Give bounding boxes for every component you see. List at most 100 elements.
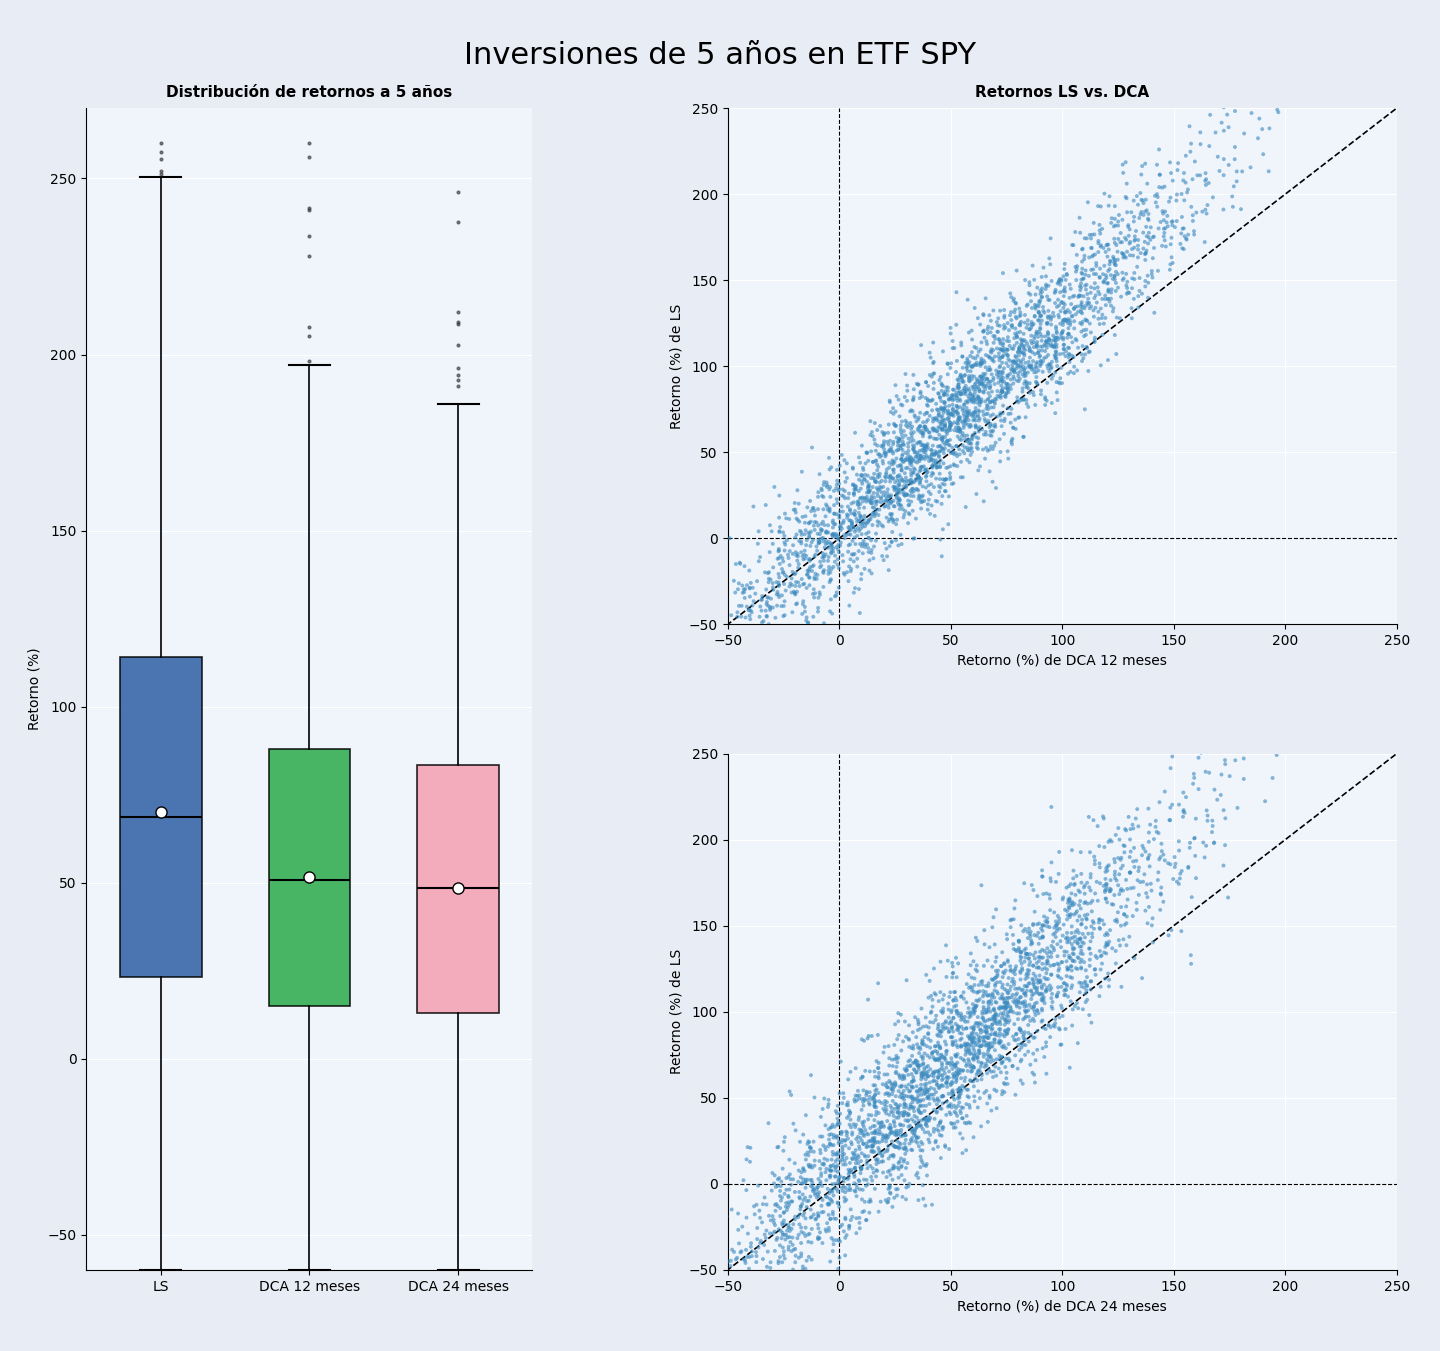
Point bbox=[870, 1190, 893, 1212]
Point bbox=[1051, 886, 1074, 908]
Point bbox=[904, 478, 927, 500]
Point bbox=[1021, 350, 1044, 372]
Point bbox=[1112, 154, 1135, 176]
Point bbox=[694, 549, 717, 570]
Point bbox=[1178, 115, 1201, 136]
Point bbox=[1132, 871, 1155, 893]
Point bbox=[996, 440, 1020, 462]
Point bbox=[890, 466, 913, 488]
Point bbox=[963, 336, 986, 358]
Point bbox=[1123, 205, 1146, 227]
Point bbox=[1097, 290, 1120, 312]
Point bbox=[912, 1065, 935, 1086]
Point bbox=[935, 966, 958, 988]
Point bbox=[753, 1263, 776, 1285]
Point bbox=[868, 1142, 891, 1163]
Point bbox=[975, 1001, 998, 1023]
Point bbox=[1119, 840, 1142, 862]
Point bbox=[1096, 288, 1119, 309]
Point bbox=[1012, 373, 1035, 394]
Point bbox=[953, 409, 976, 431]
Point bbox=[932, 426, 955, 447]
Point bbox=[933, 427, 956, 449]
Point bbox=[927, 444, 950, 466]
Point bbox=[775, 1179, 798, 1201]
Point bbox=[1113, 227, 1136, 249]
Point bbox=[1126, 255, 1149, 277]
Point bbox=[945, 396, 968, 417]
Point bbox=[972, 373, 995, 394]
Point bbox=[992, 307, 1015, 328]
Point bbox=[1058, 966, 1081, 988]
Point bbox=[877, 466, 900, 488]
Point bbox=[1009, 961, 1032, 982]
Point bbox=[1063, 873, 1086, 894]
Point bbox=[955, 381, 978, 403]
Point bbox=[909, 1090, 932, 1112]
Point bbox=[739, 1277, 762, 1298]
Point bbox=[891, 507, 914, 528]
Point bbox=[1080, 916, 1103, 938]
Point bbox=[910, 467, 933, 489]
Point bbox=[762, 573, 785, 594]
Point bbox=[966, 307, 989, 328]
Point bbox=[694, 631, 717, 653]
Point bbox=[890, 1084, 913, 1105]
Point bbox=[1156, 215, 1179, 236]
Point bbox=[900, 473, 923, 494]
Point bbox=[850, 1156, 873, 1178]
Point bbox=[694, 1277, 717, 1298]
Point bbox=[873, 439, 896, 461]
Point bbox=[1159, 797, 1182, 819]
Point bbox=[884, 1124, 907, 1146]
Point bbox=[959, 1054, 982, 1075]
Point bbox=[798, 566, 821, 588]
Point bbox=[775, 1200, 798, 1221]
Point bbox=[943, 1065, 966, 1086]
Point bbox=[942, 955, 965, 977]
Point bbox=[924, 1071, 948, 1093]
Point bbox=[694, 1277, 717, 1298]
Point bbox=[1004, 362, 1027, 384]
Point bbox=[992, 262, 1015, 284]
Point bbox=[896, 1152, 919, 1174]
Point bbox=[806, 1217, 829, 1239]
Point bbox=[855, 1152, 878, 1174]
Point bbox=[821, 1240, 844, 1262]
Point bbox=[972, 401, 995, 423]
Point bbox=[955, 1017, 978, 1039]
Point bbox=[1089, 223, 1112, 245]
Point bbox=[917, 1108, 940, 1129]
Point bbox=[1070, 350, 1093, 372]
Point bbox=[1103, 249, 1126, 270]
Point bbox=[1053, 985, 1076, 1006]
Point bbox=[792, 593, 815, 615]
Point bbox=[1094, 936, 1117, 958]
Point bbox=[1212, 199, 1236, 220]
Point bbox=[946, 1079, 969, 1101]
Point bbox=[907, 465, 930, 486]
Point bbox=[812, 550, 835, 571]
Point bbox=[778, 631, 801, 653]
Point bbox=[950, 1006, 973, 1028]
Point bbox=[959, 1043, 982, 1065]
Point bbox=[913, 1043, 936, 1065]
Point bbox=[844, 1158, 867, 1179]
Point bbox=[1054, 309, 1077, 331]
Point bbox=[1020, 357, 1043, 378]
Point bbox=[1064, 296, 1087, 317]
Point bbox=[1096, 273, 1119, 295]
Point bbox=[1050, 975, 1073, 997]
Point bbox=[878, 1047, 901, 1069]
Point bbox=[873, 435, 896, 457]
Point bbox=[873, 496, 896, 517]
Point bbox=[903, 378, 926, 400]
Point bbox=[917, 1088, 940, 1109]
Point bbox=[900, 1071, 923, 1093]
Point bbox=[929, 1047, 952, 1069]
Point bbox=[1097, 881, 1120, 902]
Point bbox=[863, 1094, 886, 1116]
Point bbox=[770, 558, 793, 580]
Point bbox=[904, 1050, 927, 1071]
Point bbox=[896, 1055, 919, 1077]
